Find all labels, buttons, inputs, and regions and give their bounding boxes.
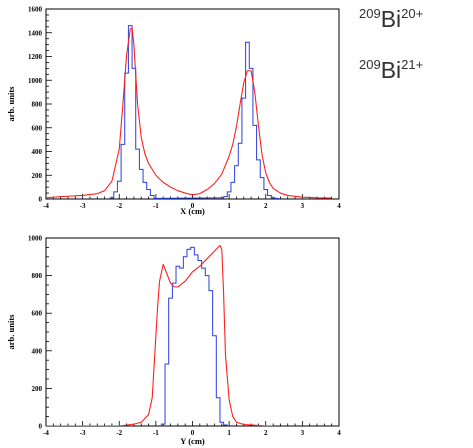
x-tick-label: 0	[191, 202, 195, 210]
bottom-panel: -4 -3 -2 -1 0 1 2 3 4 0 200 400 600 800 1000 Y (cm) arb.…	[6, 235, 341, 447]
y-axis-label: arb. units	[6, 86, 16, 122]
ion2-mass: 209	[359, 57, 381, 72]
data-layer	[46, 244, 274, 426]
histogram-series	[160, 246, 228, 426]
x-tick-label: 4	[337, 429, 341, 437]
x-axis-label: Y (cm)	[180, 436, 205, 446]
y-tick-label: 200	[32, 172, 43, 180]
x-tick-label: 4	[337, 202, 341, 210]
x-tick-label: 3	[301, 429, 305, 437]
x-tick-label: 1	[227, 202, 231, 210]
top-panel: -4 -3 -2 -1 0 1 2 3 4 0 200 400 600 800 1000 1200 1400 16…	[6, 6, 341, 217]
y-tick-label: 800	[32, 101, 43, 109]
x-tick-label: -3	[80, 202, 86, 210]
x-tick-label: 2	[264, 202, 268, 210]
fit-curve-series	[46, 27, 332, 199]
x-tick-label: -2	[116, 429, 122, 437]
ion-label-bi20: 209Bi20+	[359, 6, 423, 33]
x-tick-label: -1	[153, 429, 159, 437]
ion1-symbol: Bi	[380, 6, 402, 32]
x-axis-label: X (cm)	[180, 206, 205, 216]
y-tick-label: 1000	[28, 235, 43, 243]
y-tick-label: 200	[32, 385, 43, 393]
x-tick-label: -4	[43, 429, 49, 437]
x-tick-label: -4	[43, 202, 49, 210]
x-tick-label: -2	[116, 202, 122, 210]
y-tick-label: 1600	[28, 6, 43, 14]
x-tick-label: -1	[153, 202, 159, 210]
x-tick-label: 1	[227, 429, 231, 437]
ion-label-bi21: 209Bi21+	[359, 57, 423, 84]
ion1-charge: 20+	[401, 6, 424, 21]
y-tick-label: 1400	[28, 29, 43, 37]
x-tick-label: 3	[301, 202, 305, 210]
y-tick-label: 1200	[28, 53, 43, 61]
y-tick-label: 1000	[28, 77, 43, 85]
ion2-charge: 21+	[401, 57, 424, 72]
y-tick-label: 400	[32, 347, 43, 355]
x-tick-label: -3	[80, 429, 86, 437]
x-tick-label: 2	[264, 429, 268, 437]
ion2-symbol: Bi	[380, 57, 402, 83]
histogram-series	[109, 25, 280, 199]
y-tick-label: 600	[32, 124, 43, 132]
ion1-mass: 209	[359, 6, 381, 21]
y-tick-label: 0	[39, 196, 43, 204]
plot-frame	[45, 237, 340, 427]
y-tick-label: 0	[39, 423, 43, 431]
data-layer	[46, 25, 332, 199]
y-tick-label: 800	[32, 272, 43, 280]
y-tick-label: 600	[32, 310, 43, 318]
fit-curve-series	[46, 244, 274, 426]
y-axis-label: arb. units	[6, 314, 16, 350]
y-tick-label: 400	[32, 148, 43, 156]
plot-frame	[45, 8, 340, 200]
x-tick-label: 0	[191, 429, 195, 437]
